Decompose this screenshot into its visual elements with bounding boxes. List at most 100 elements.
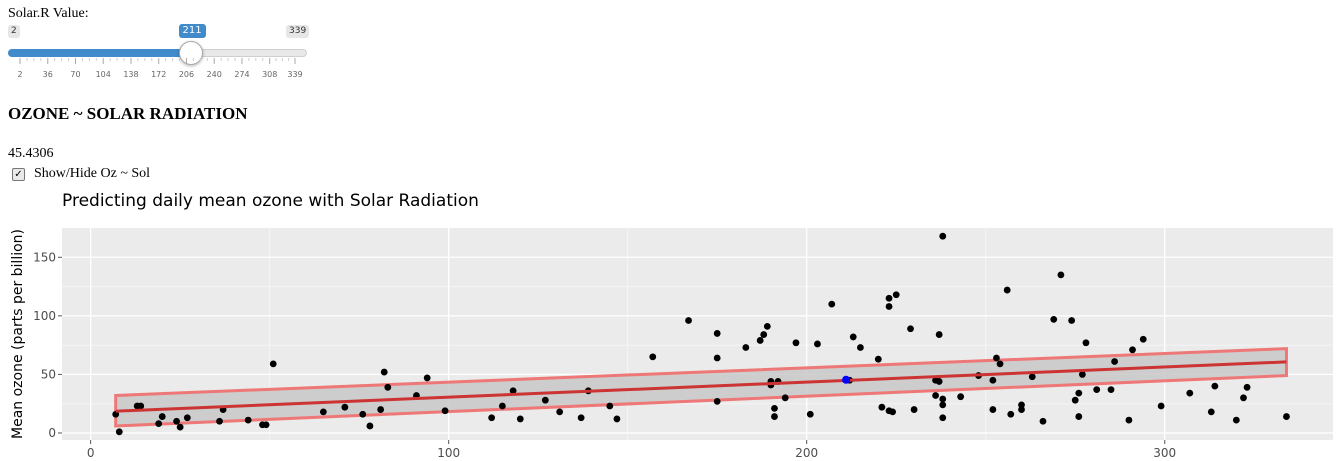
data-point [763, 322, 771, 330]
slider-tick-label: 138 [123, 70, 138, 79]
data-point [366, 422, 374, 430]
data-point [1071, 396, 1079, 404]
data-point [874, 355, 882, 363]
data-point [1057, 271, 1065, 279]
data-point [649, 353, 657, 361]
data-point [781, 394, 789, 402]
slider-tick-label: 308 [262, 70, 277, 79]
slider-min-badge: 2 [8, 25, 20, 38]
data-point [1039, 417, 1047, 425]
data-point [996, 360, 1004, 368]
data-point [1283, 413, 1290, 420]
data-point [1068, 317, 1076, 324]
y-tick-label: 50 [41, 367, 56, 381]
data-point [849, 333, 857, 341]
data-point [498, 402, 506, 410]
slider-ticks: 2 36 70 104 138 172 206 240 274 308 339 [17, 58, 303, 79]
slider-tick-label: 2 [17, 70, 22, 79]
data-point [885, 303, 893, 310]
data-point [892, 291, 900, 299]
data-point [1075, 389, 1083, 397]
show-hide-checkbox[interactable]: ✓ [12, 167, 25, 181]
slider-max-badge: 339 [286, 25, 310, 38]
data-point [1211, 382, 1219, 390]
y-tick-label: 100 [33, 309, 56, 323]
slider-tick-label: 274 [234, 70, 249, 79]
data-point [1111, 358, 1119, 365]
data-point [377, 406, 385, 413]
data-point [216, 417, 223, 425]
data-point [516, 415, 524, 423]
data-point [806, 410, 814, 418]
y-tick-label: 150 [33, 250, 56, 264]
slider-value-badge: 211 [178, 24, 206, 38]
y-tick-label: 0 [48, 426, 56, 440]
data-point [1082, 339, 1090, 347]
slider-track-fill [8, 49, 191, 57]
data-point [957, 393, 965, 401]
data-point [814, 340, 821, 348]
data-point [1075, 413, 1083, 420]
data-point [792, 339, 800, 347]
data-point [173, 417, 180, 425]
prediction-point [842, 375, 851, 384]
data-point [155, 420, 163, 428]
data-point [244, 416, 252, 424]
data-point [932, 392, 939, 399]
show-hide-toggle-row[interactable]: ✓ Show/Hide Oz ~ Sol [12, 166, 150, 182]
data-point [1050, 315, 1058, 323]
data-point [1125, 416, 1133, 424]
data-point [441, 407, 449, 415]
data-point [1007, 410, 1015, 418]
data-point [577, 414, 585, 422]
data-point [910, 406, 918, 413]
data-point [541, 396, 549, 404]
x-tick-label: 0 [87, 446, 95, 460]
data-point [713, 354, 721, 362]
data-point [137, 402, 145, 410]
data-point [1232, 416, 1240, 424]
regression-line [115, 360, 1287, 413]
data-point [1107, 386, 1115, 394]
data-point [556, 408, 564, 416]
data-point [262, 421, 270, 429]
scatter-plot: Predicting daily mean ozone with Solar R… [10, 191, 1333, 460]
slider-tick-label: 104 [96, 70, 111, 79]
prediction-value: 45.4306 [8, 146, 54, 161]
data-point [907, 325, 914, 333]
slider-handle[interactable] [178, 41, 203, 65]
data-point [685, 317, 692, 324]
data-point [939, 414, 947, 422]
data-point [989, 376, 997, 384]
data-point [1003, 286, 1011, 294]
data-point [269, 360, 277, 368]
data-point [935, 331, 943, 338]
slider-tick-label: 36 [43, 70, 53, 79]
data-point [939, 395, 947, 403]
data-point [606, 402, 614, 410]
data-point [509, 387, 517, 395]
data-point [878, 403, 886, 411]
x-tick-label: 100 [437, 446, 460, 460]
data-point [341, 403, 349, 411]
data-point [1243, 383, 1251, 391]
data-point [359, 410, 367, 418]
data-point [1186, 389, 1194, 397]
slider-tick-label: 172 [151, 70, 166, 79]
section-title: OZONE ~ SOLAR RADIATION [8, 104, 248, 123]
solar-slider-label: Solar.R Value: [8, 6, 89, 21]
data-point [713, 397, 721, 405]
data-point [771, 413, 778, 420]
data-point [756, 337, 764, 344]
data-point [771, 404, 778, 412]
data-point [939, 401, 947, 409]
data-point [828, 300, 836, 308]
data-point [1139, 335, 1147, 343]
data-point [613, 415, 621, 423]
data-point [989, 406, 997, 413]
data-point [1093, 386, 1101, 394]
data-point [1018, 401, 1025, 409]
data-point [384, 383, 392, 391]
data-point [176, 423, 184, 431]
y-axis-label: Mean ozone (parts per billion) [10, 229, 26, 439]
